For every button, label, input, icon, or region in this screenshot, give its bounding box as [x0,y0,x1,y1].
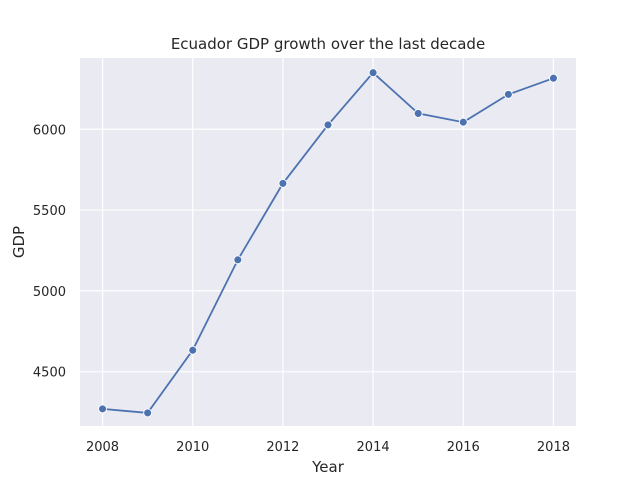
data-point [368,68,378,78]
data-point [143,408,153,418]
y-axis-label: GDP [10,226,28,258]
data-point [323,120,333,130]
y-tick-label: 6000 [33,123,66,138]
x-tick-label: 2016 [447,440,480,455]
grid [80,58,576,426]
x-tick-label: 2014 [357,440,390,455]
x-tick-label: 2018 [537,440,570,455]
x-tick-label: 2008 [86,440,119,455]
x-axis-label: Year [311,458,345,476]
data-point [233,255,243,265]
x-tick-label: 2012 [266,440,299,455]
y-tick-label: 5500 [33,204,66,219]
data-point [188,345,198,355]
data-point [413,108,423,118]
data-point [278,178,288,188]
data-point [98,404,107,414]
tick-labels: 2008 2010 2012 2014 2016 2018 4500 5000 5500 6000 [33,123,570,455]
data-point [503,89,513,99]
series-points [98,68,558,418]
x-tick-label: 2010 [176,440,209,455]
data-point [549,73,558,83]
data-point [458,117,468,127]
plot-area [80,58,576,426]
y-tick-label: 4500 [33,366,66,381]
chart-title: Ecuador GDP growth over the last decade [171,35,485,53]
y-tick-label: 5000 [33,285,66,300]
